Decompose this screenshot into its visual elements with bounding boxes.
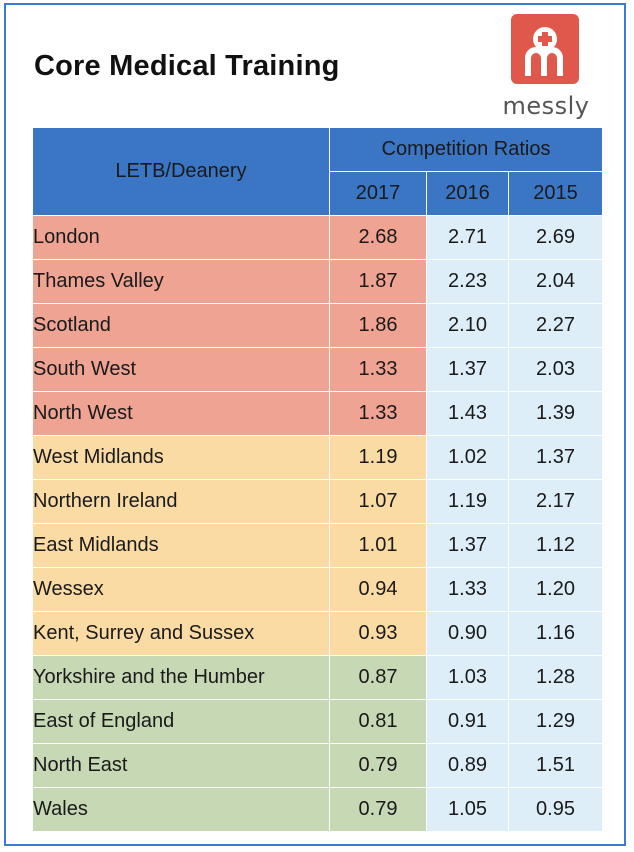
- ratio-cell-2016: 1.37: [426, 347, 509, 392]
- ratio-cell-2016: 1.05: [426, 787, 509, 832]
- ratio-cell-2016: 1.19: [426, 479, 509, 524]
- ratio-cell-2017: 2.68: [329, 215, 427, 260]
- ratio-cell-2017: 0.93: [329, 611, 427, 656]
- ratio-cell-2016: 2.10: [426, 303, 509, 348]
- ratio-cell-2017: 1.07: [329, 479, 427, 524]
- ratio-cell-2017: 1.33: [329, 347, 427, 392]
- region-name: London: [32, 215, 330, 260]
- ratio-cell-2015: 0.95: [508, 787, 603, 832]
- header-competition-ratios: Competition Ratios: [329, 127, 603, 172]
- ratio-cell-2015: 1.39: [508, 391, 603, 436]
- region-name: Thames Valley: [32, 259, 330, 304]
- ratio-cell-2017: 1.19: [329, 435, 427, 480]
- ratio-cell-2015: 1.16: [508, 611, 603, 656]
- table-row: Yorkshire and the Humber 0.87 1.03 1.28: [32, 655, 603, 700]
- ratio-cell-2015: 2.27: [508, 303, 603, 348]
- page-title: Core Medical Training: [34, 50, 340, 82]
- competition-ratios-table: LETB/Deanery Competition Ratios 2017 201…: [32, 127, 603, 832]
- ratio-cell-2016: 0.90: [426, 611, 509, 656]
- table-row: Northern Ireland 1.07 1.19 2.17: [32, 479, 603, 524]
- table-row: Thames Valley 1.87 2.23 2.04: [32, 259, 603, 304]
- ratio-cell-2017: 1.33: [329, 391, 427, 436]
- region-name: Scotland: [32, 303, 330, 348]
- table-row: South West 1.33 1.37 2.03: [32, 347, 603, 392]
- ratio-cell-2017: 0.81: [329, 699, 427, 744]
- region-name: Wales: [32, 787, 330, 832]
- ratio-cell-2015: 1.12: [508, 523, 603, 568]
- ratio-cell-2015: 1.37: [508, 435, 603, 480]
- region-name: Wessex: [32, 567, 330, 612]
- table-row: Wessex 0.94 1.33 1.20: [32, 567, 603, 612]
- ratio-cell-2017: 0.79: [329, 787, 427, 832]
- ratio-cell-2017: 0.87: [329, 655, 427, 700]
- region-name: Yorkshire and the Humber: [32, 655, 330, 700]
- logo-text: messly: [502, 92, 590, 120]
- ratio-cell-2015: 1.51: [508, 743, 603, 788]
- ratio-cell-2016: 0.91: [426, 699, 509, 744]
- ratio-cell-2017: 0.94: [329, 567, 427, 612]
- ratio-cell-2016: 1.37: [426, 523, 509, 568]
- table-row: West Midlands 1.19 1.02 1.37: [32, 435, 603, 480]
- table-body: London 2.68 2.71 2.69 Thames Valley 1.87 2.23 2…: [32, 215, 603, 832]
- ratio-cell-2015: 2.03: [508, 347, 603, 392]
- ratio-cell-2017: 1.86: [329, 303, 427, 348]
- ratio-cell-2015: 1.29: [508, 699, 603, 744]
- table-row: Scotland 1.86 2.10 2.27: [32, 303, 603, 348]
- header-year-2015: 2015: [508, 171, 603, 216]
- ratio-cell-2016: 2.71: [426, 215, 509, 260]
- ratio-cell-2016: 1.03: [426, 655, 509, 700]
- ratio-cell-2017: 1.87: [329, 259, 427, 304]
- table-row: North West 1.33 1.43 1.39: [32, 391, 603, 436]
- table-row: Kent, Surrey and Sussex 0.93 0.90 1.16: [32, 611, 603, 656]
- region-name: North West: [32, 391, 330, 436]
- table-row: Wales 0.79 1.05 0.95: [32, 787, 603, 832]
- table-row: East Midlands 1.01 1.37 1.12: [32, 523, 603, 568]
- ratio-cell-2016: 0.89: [426, 743, 509, 788]
- region-name: Northern Ireland: [32, 479, 330, 524]
- region-name: South West: [32, 347, 330, 392]
- ratio-cell-2015: 1.28: [508, 655, 603, 700]
- ratio-cell-2015: 2.69: [508, 215, 603, 260]
- ratio-cell-2015: 2.17: [508, 479, 603, 524]
- header-year-2017: 2017: [329, 171, 427, 216]
- ratio-cell-2016: 2.23: [426, 259, 509, 304]
- table-row: North East 0.79 0.89 1.51: [32, 743, 603, 788]
- region-name: East of England: [32, 699, 330, 744]
- ratio-cell-2016: 1.33: [426, 567, 509, 612]
- ratio-cell-2015: 2.04: [508, 259, 603, 304]
- ratio-cell-2015: 1.20: [508, 567, 603, 612]
- region-name: North East: [32, 743, 330, 788]
- ratio-cell-2016: 1.02: [426, 435, 509, 480]
- ratio-cell-2017: 0.79: [329, 743, 427, 788]
- region-name: Kent, Surrey and Sussex: [32, 611, 330, 656]
- region-name: East Midlands: [32, 523, 330, 568]
- header-letb: LETB/Deanery: [32, 127, 330, 216]
- messly-logo-icon: [511, 14, 579, 84]
- ratio-cell-2017: 1.01: [329, 523, 427, 568]
- region-name: West Midlands: [32, 435, 330, 480]
- header-year-2016: 2016: [426, 171, 509, 216]
- ratio-cell-2016: 1.43: [426, 391, 509, 436]
- table-row: London 2.68 2.71 2.69: [32, 215, 603, 260]
- table-row: East of England 0.81 0.91 1.29: [32, 699, 603, 744]
